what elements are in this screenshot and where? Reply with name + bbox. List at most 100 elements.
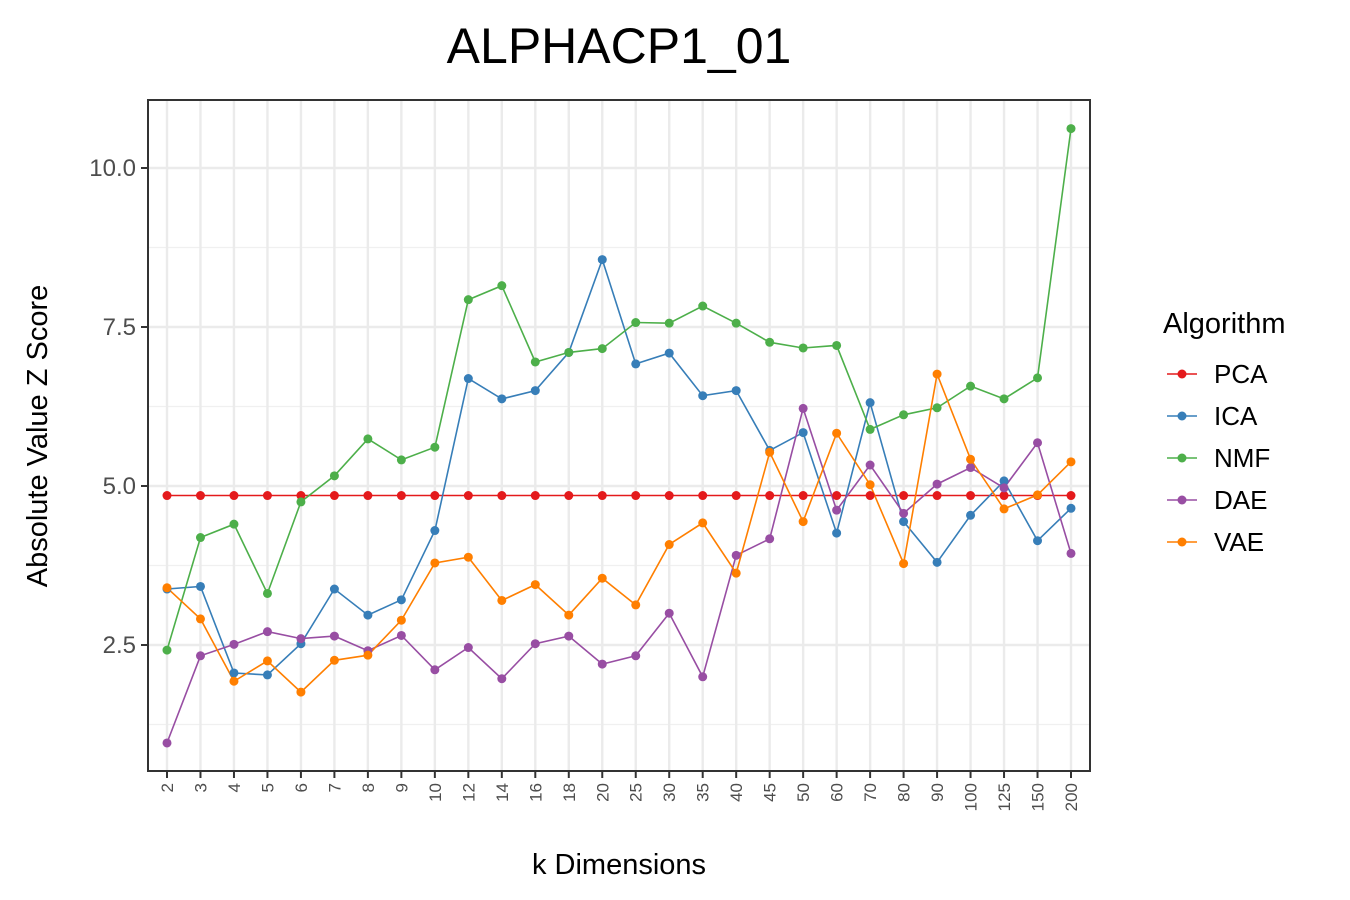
data-point-pca	[899, 491, 909, 501]
data-point-vae	[832, 428, 842, 438]
legend-title: Algorithm	[1163, 308, 1286, 340]
legend-key-point	[1177, 537, 1187, 547]
data-point-dae	[765, 534, 775, 544]
data-point-dae	[731, 550, 741, 560]
data-point-dae	[597, 659, 607, 669]
x-tick-label: 4	[225, 783, 244, 792]
data-point-vae	[932, 369, 942, 379]
data-point-vae	[865, 480, 875, 490]
x-tick-label: 18	[560, 783, 579, 802]
data-point-nmf	[262, 588, 272, 598]
x-tick-label: 6	[292, 783, 311, 792]
data-point-pca	[195, 491, 205, 501]
data-point-dae	[1066, 548, 1076, 558]
data-point-dae	[430, 665, 440, 675]
data-point-pca	[296, 491, 306, 501]
x-tick-label: 12	[459, 783, 478, 802]
x-axis: 2 3 4 5 6 7 8 9 10 12 14 16 18 20 25 30 35 40 45 50 60 70 80 90…	[158, 771, 1081, 811]
plot-background	[148, 100, 1090, 771]
data-point-nmf	[631, 318, 641, 328]
x-tick-label: 2	[158, 783, 177, 792]
data-point-ica	[396, 595, 406, 605]
data-point-dae	[1033, 438, 1043, 448]
data-point-pca	[698, 491, 708, 501]
data-point-ica	[195, 581, 205, 591]
data-point-vae	[262, 656, 272, 666]
data-point-vae	[597, 573, 607, 583]
data-point-vae	[899, 559, 909, 569]
data-point-nmf	[1033, 373, 1043, 383]
data-point-ica	[597, 255, 607, 265]
data-point-dae	[296, 634, 306, 644]
data-point-dae	[229, 639, 239, 649]
data-point-vae	[229, 676, 239, 686]
data-point-vae	[564, 610, 574, 620]
data-point-pca	[966, 491, 976, 501]
series-points	[162, 124, 1076, 748]
data-point-dae	[999, 483, 1009, 493]
series-line-nmf	[166, 128, 1072, 651]
x-tick-label: 90	[928, 783, 947, 802]
data-point-dae	[899, 508, 909, 518]
data-point-dae	[396, 630, 406, 640]
data-point-pca	[530, 491, 540, 501]
data-point-vae	[966, 454, 976, 464]
gridlines	[148, 100, 1090, 771]
data-point-dae	[798, 403, 808, 413]
data-point-ica	[363, 610, 373, 620]
legend-key-point	[1177, 369, 1187, 379]
data-point-dae	[497, 674, 507, 684]
y-tick-label: 10.0	[89, 155, 136, 182]
data-point-dae	[564, 631, 574, 641]
data-point-vae	[765, 447, 775, 457]
legend-label: PCA	[1214, 359, 1268, 389]
data-point-vae	[530, 580, 540, 590]
data-point-ica	[430, 526, 440, 536]
data-point-vae	[497, 595, 507, 605]
data-point-dae	[631, 651, 641, 661]
x-tick-label: 100	[962, 783, 981, 811]
series-lines	[166, 128, 1072, 744]
data-point-pca	[229, 491, 239, 501]
data-point-ica	[932, 557, 942, 567]
data-point-ica	[966, 510, 976, 520]
data-point-dae	[162, 738, 172, 748]
x-tick-label: 14	[493, 783, 512, 802]
x-tick-label: 150	[1029, 783, 1048, 811]
data-point-vae	[396, 615, 406, 625]
data-point-vae	[798, 517, 808, 527]
data-point-pca	[664, 491, 674, 501]
data-point-pca	[731, 491, 741, 501]
data-point-nmf	[497, 281, 507, 291]
legend-key-point	[1177, 495, 1187, 505]
data-point-ica	[664, 348, 674, 358]
data-point-vae	[463, 552, 473, 562]
data-point-pca	[631, 491, 641, 501]
y-tick-label: 7.5	[103, 314, 136, 341]
legend-label: NMF	[1214, 443, 1270, 473]
x-tick-label: 45	[761, 783, 780, 802]
data-point-nmf	[865, 424, 875, 434]
chart-title: ALPHACP1_01	[447, 18, 792, 74]
data-point-pca	[999, 491, 1009, 501]
legend-item-ica: ICA	[1167, 401, 1258, 431]
data-point-vae	[430, 558, 440, 568]
data-point-ica	[832, 528, 842, 538]
data-point-vae	[1066, 457, 1076, 467]
x-tick-label: 7	[325, 783, 344, 792]
data-point-pca	[1066, 491, 1076, 501]
series-line-vae	[166, 371, 1072, 694]
x-tick-label: 200	[1062, 783, 1081, 811]
data-point-vae	[631, 600, 641, 610]
data-point-nmf	[195, 533, 205, 543]
data-point-pca	[564, 491, 574, 501]
data-point-ica	[999, 476, 1009, 486]
data-point-pca	[497, 491, 507, 501]
data-point-pca	[262, 491, 272, 501]
x-tick-label: 40	[727, 783, 746, 802]
data-point-dae	[530, 639, 540, 649]
data-point-dae	[932, 479, 942, 489]
x-tick-label: 60	[828, 783, 847, 802]
data-point-nmf	[162, 645, 172, 655]
data-point-vae	[329, 655, 339, 665]
